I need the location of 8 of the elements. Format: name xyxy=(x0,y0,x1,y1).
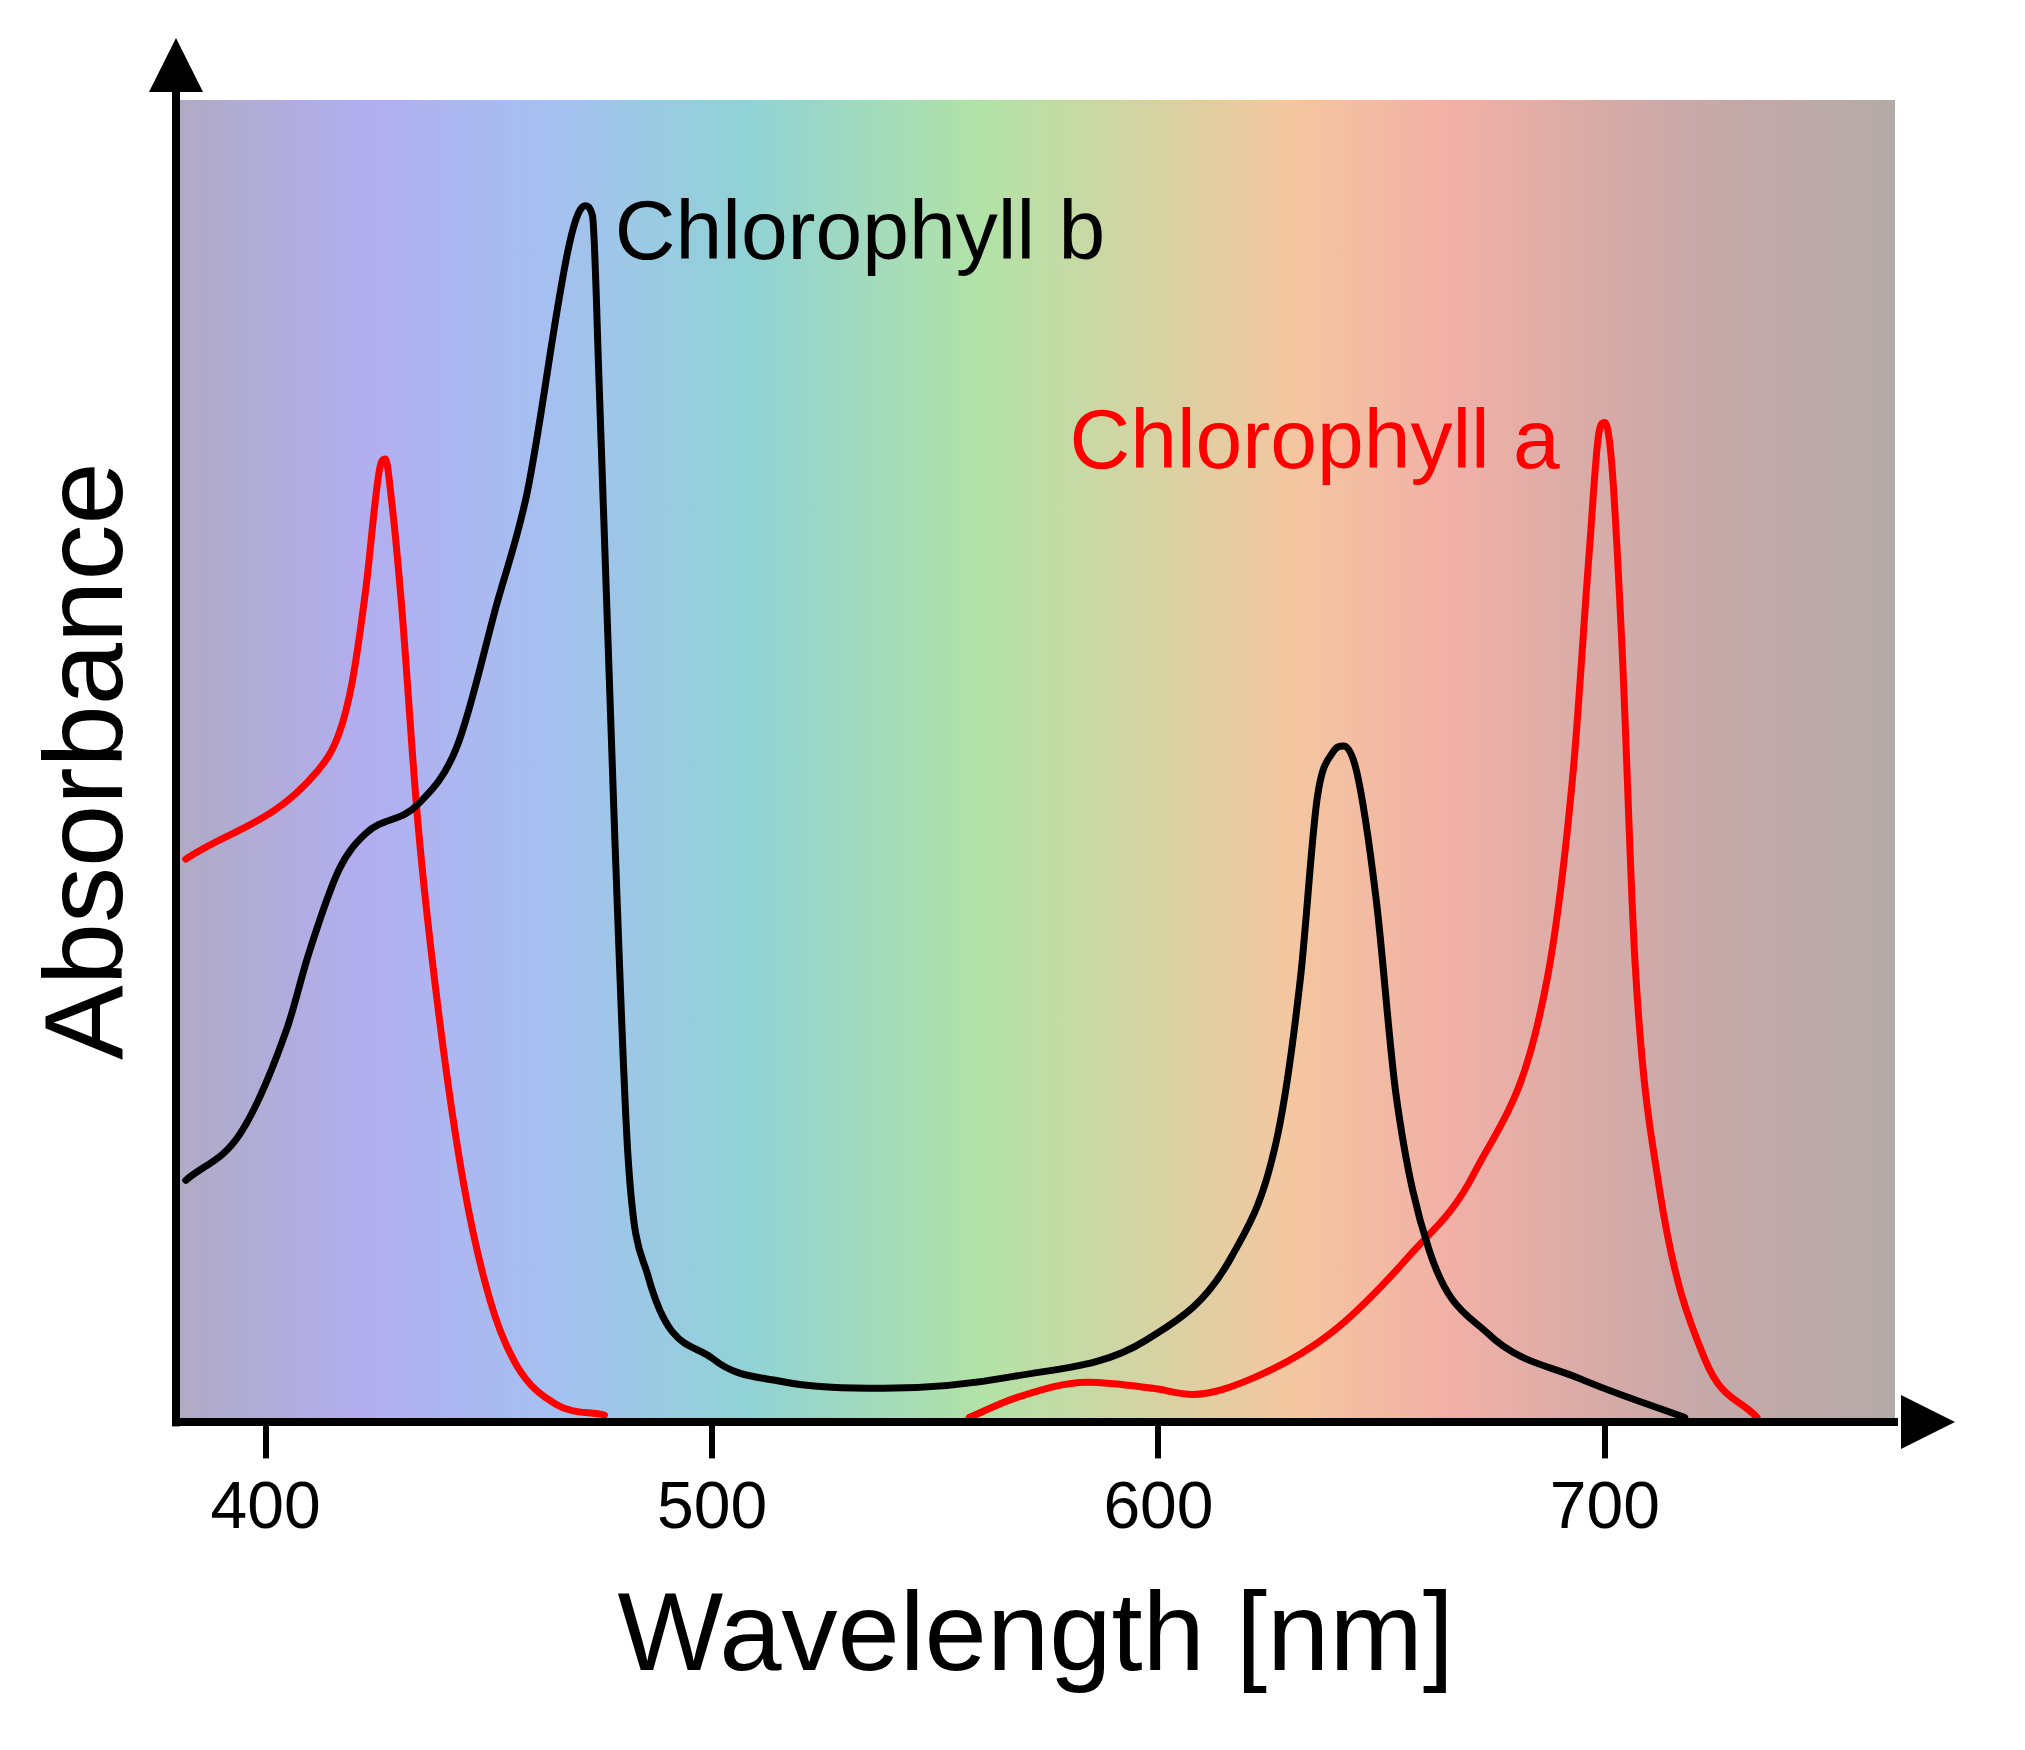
x-axis-title: Wavelength [nm] xyxy=(617,1568,1454,1694)
x-tick-label: 600 xyxy=(1103,1468,1214,1543)
series-label: Chlorophyll a xyxy=(1069,391,1561,486)
x-tick-label: 400 xyxy=(210,1468,321,1543)
x-tick-label: 500 xyxy=(657,1468,768,1543)
y-axis-title: Absorbance xyxy=(21,462,147,1061)
x-tick-label: 700 xyxy=(1549,1468,1660,1543)
series-label: Chlorophyll b xyxy=(614,183,1106,277)
